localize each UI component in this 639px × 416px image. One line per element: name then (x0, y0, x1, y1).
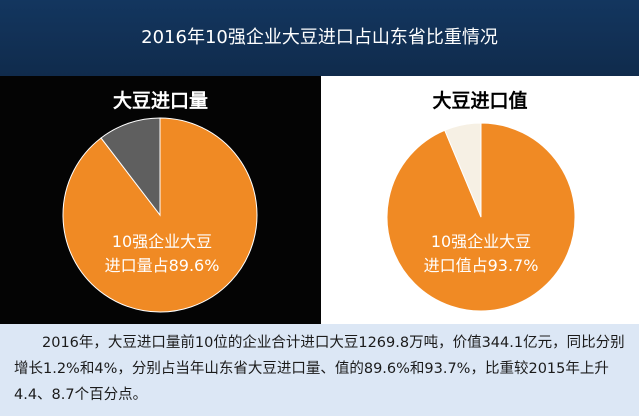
import-value-chart-title: 大豆进口值 (432, 90, 528, 112)
pie-0-slice-1 (100, 117, 161, 217)
import-value-panel: 大豆进口值 10强企业大豆 进口值占93.7% (321, 76, 639, 324)
import-volume-data-label: 10强企业大豆 进口量占89.6% (82, 230, 242, 278)
import-value-pie-chart (386, 122, 576, 312)
import-value-label-line-1: 10强企业大豆 (430, 232, 532, 251)
page-title: 2016年10强企业大豆进口占山东省比重情况 (141, 27, 498, 48)
import-volume-panel: 大豆进口量 10强企业大豆 进口量占89.6% (0, 76, 321, 324)
import-value-data-label: 10强企业大豆 进口值占93.7% (401, 230, 561, 278)
pie-1-slice-1 (444, 122, 482, 218)
summary-paragraph: 2016年，大豆进口量前10位的企业合计进口大豆1269.8万吨，价值344.1… (0, 324, 639, 416)
import-value-label-line-2: 进口值占93.7% (423, 256, 539, 275)
page-title-bar: 2016年10强企业大豆进口占山东省比重情况 (0, 0, 639, 76)
import-volume-pie-chart (62, 117, 258, 313)
pie-0-slice-0 (62, 117, 258, 313)
import-volume-chart-title: 大豆进口量 (112, 90, 208, 112)
import-volume-label-line-1: 10强企业大豆 (111, 232, 213, 251)
import-volume-label-line-2: 进口量占89.6% (104, 256, 220, 275)
